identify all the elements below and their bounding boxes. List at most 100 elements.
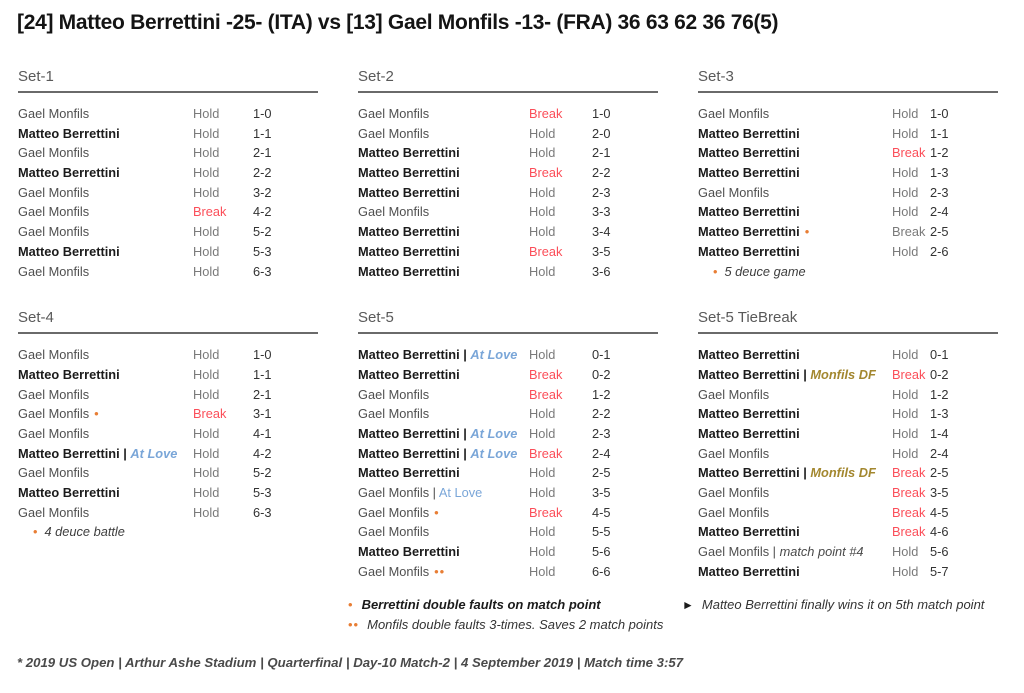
game-row: Matteo Berrettini Hold 1-1 (18, 365, 318, 385)
player-name: Gael Monfils (358, 106, 430, 121)
game-result: Hold (529, 263, 556, 279)
game-row: Matteo Berrettini Hold 1-3 (698, 163, 998, 183)
set-rows: Gael Monfils Hold 1-0 Matteo Berrettini … (18, 345, 318, 522)
game-row: Matteo Berrettini | Monfils DF Break 2-5 (698, 463, 998, 483)
game-score: 3-2 (253, 184, 272, 200)
game-score: 5-6 (930, 544, 949, 560)
game-score: 4-5 (592, 504, 611, 520)
game-score: 2-2 (592, 165, 611, 181)
set-footnote: • 5 deuce game (698, 262, 998, 282)
game-score: 2-5 (930, 465, 949, 481)
game-row: Matteo Berrettini Hold 5-6 (358, 542, 658, 562)
game-result: Hold (193, 184, 220, 200)
game-row: Gael Monfils Hold 2-4 (698, 444, 998, 464)
game-row: Matteo Berrettini | At Love Hold 0-1 (358, 345, 658, 365)
game-result: Hold (892, 406, 919, 422)
player-name: Matteo Berrettini (358, 263, 460, 279)
player-name: Matteo Berrettini (18, 125, 120, 141)
deuce-bullet-icon: • (33, 524, 38, 540)
game-result: Break (892, 485, 926, 500)
game-row: Gael Monfils •• Hold 6-6 (358, 562, 658, 582)
player-name: Matteo Berrettini (358, 425, 460, 441)
game-result: Break (892, 224, 926, 240)
game-row: Matteo Berrettini Hold 3-4 (358, 222, 658, 242)
player-name: Matteo Berrettini (698, 165, 800, 181)
note-text: At Love (130, 445, 178, 461)
note-text: Monfils DF (810, 366, 876, 382)
note-separator: | (799, 366, 811, 382)
game-row: Gael Monfils Break 4-2 (18, 202, 318, 222)
game-score: 0-1 (592, 347, 611, 363)
game-row: Gael Monfils Hold 2-0 (358, 124, 658, 144)
game-result: Hold (892, 347, 919, 363)
game-score: 2-3 (592, 425, 611, 441)
match-result-note: ► Matteo Berrettini finally wins it on 5t… (682, 595, 1014, 615)
player-name: Matteo Berrettini (698, 524, 800, 540)
game-score: 1-1 (253, 366, 272, 382)
game-score: 3-6 (592, 263, 611, 279)
set-section-set-2: Set-2 Gael Monfils Break 1-0 Gael Monfil… (358, 66, 658, 281)
player-name: Matteo Berrettini (18, 366, 120, 382)
game-score: 4-6 (930, 524, 949, 540)
player-name: Gael Monfils (358, 485, 430, 500)
game-row: Gael Monfils Hold 5-2 (18, 222, 318, 242)
game-row: Matteo Berrettini Hold 1-1 (698, 124, 998, 144)
player-name: Matteo Berrettini (358, 366, 460, 382)
player-name: Gael Monfils (18, 204, 90, 220)
game-score: 2-5 (930, 224, 949, 240)
note-text: Berrettini double faults on match point (361, 597, 601, 612)
game-result: Hold (193, 465, 220, 481)
player-name: Matteo Berrettini (698, 145, 800, 161)
game-score: 1-1 (930, 125, 949, 141)
game-row: Gael Monfils • Break 4-5 (358, 503, 658, 523)
game-row: Matteo Berrettini Hold 3-6 (358, 262, 658, 282)
set-rows: Matteo Berrettini Hold 0-1 Matteo Berret… (698, 345, 998, 581)
player-name: Matteo Berrettini (698, 125, 800, 141)
game-row: Gael Monfils Break 1-2 (358, 385, 658, 405)
note-monfils-double-faults: •• Monfils double faults 3-times. Saves 2… (348, 615, 682, 635)
game-score: 6-3 (253, 263, 272, 279)
game-result: Hold (892, 165, 919, 181)
game-result: Break (892, 524, 926, 540)
deuce-bullet-icon: •• (348, 617, 360, 632)
deuce-dots-icon: • (434, 504, 440, 520)
game-result: Hold (193, 366, 220, 382)
player-name: Matteo Berrettini (358, 445, 460, 461)
game-result: Hold (892, 386, 919, 402)
game-row: Matteo Berrettini Hold 5-7 (698, 562, 998, 582)
player-name: Matteo Berrettini (698, 465, 800, 481)
note-text: At Love (438, 485, 483, 500)
game-row: Matteo Berrettini | At Love Break 2-4 (358, 444, 658, 464)
player-name: Matteo Berrettini (698, 406, 800, 422)
game-score: 1-2 (930, 386, 949, 402)
game-score: 4-2 (253, 445, 272, 461)
player-name: Matteo Berrettini (18, 485, 120, 500)
game-row: Matteo Berrettini Hold 2-5 (358, 463, 658, 483)
game-result: Hold (892, 106, 919, 121)
game-score: 4-2 (253, 204, 272, 220)
note-text: At Love (470, 445, 518, 461)
game-score: 2-2 (592, 406, 611, 422)
game-score: 3-1 (253, 406, 272, 422)
game-row: Matteo Berrettini Hold 2-4 (698, 202, 998, 222)
game-score: 4-5 (930, 504, 949, 520)
game-score: 1-2 (930, 145, 949, 161)
game-result: Hold (193, 386, 220, 402)
game-result: Hold (529, 224, 556, 240)
player-name: Gael Monfils (358, 125, 430, 141)
note-text: Monfils double faults 3-times. Saves 2 m… (367, 617, 664, 632)
player-name: Matteo Berrettini (18, 445, 120, 461)
game-score: 2-0 (592, 125, 611, 141)
set-title: Set-1 (18, 66, 318, 93)
game-score: 3-5 (592, 243, 611, 259)
player-name: Gael Monfils (358, 204, 430, 220)
game-result: Break (529, 386, 563, 402)
player-name: Gael Monfils (698, 106, 770, 121)
game-score: 2-3 (930, 184, 949, 200)
game-row: Matteo Berrettini Break 1-2 (698, 143, 998, 163)
player-name: Gael Monfils (18, 263, 90, 279)
player-name: Matteo Berrettini (698, 347, 800, 363)
game-score: 2-1 (592, 145, 611, 161)
game-result: Hold (529, 184, 556, 200)
game-result: Hold (529, 204, 556, 220)
